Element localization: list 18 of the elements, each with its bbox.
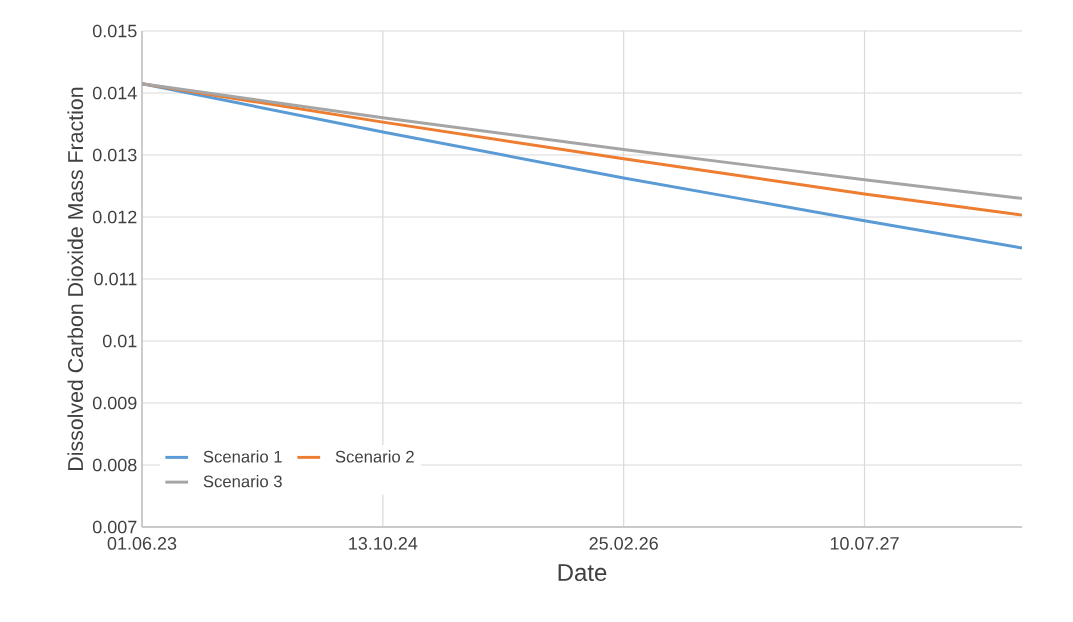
y-tick-label: 0.014 bbox=[92, 86, 137, 100]
y-tick-label: 0.012 bbox=[92, 210, 137, 224]
y-tick-label: 0.013 bbox=[92, 148, 137, 162]
y-tick-label: 0.015 bbox=[92, 24, 137, 38]
y-tick-label: 0.008 bbox=[92, 458, 137, 472]
y-tick-label: 0.007 bbox=[92, 520, 137, 534]
x-tick-label: 13.10.24 bbox=[349, 537, 418, 550]
legend-label: Scenario 1 bbox=[203, 450, 282, 463]
x-tick-label: 10.07.27 bbox=[830, 537, 899, 550]
y-tick-label: 0.011 bbox=[94, 272, 137, 286]
x-axis-title: Date bbox=[558, 564, 607, 582]
x-tick-label: 01.06.23 bbox=[107, 537, 177, 550]
legend-label: Scenario 2 bbox=[335, 450, 414, 463]
y-tick-label: 0.01 bbox=[102, 334, 137, 348]
y-tick-label: 0.009 bbox=[92, 396, 137, 410]
x-tick-label: 25.02.26 bbox=[589, 537, 658, 550]
legend-label: Scenario 3 bbox=[203, 475, 282, 488]
y-axis-title: Dissolved Carbon Dioxide Mass Fraction bbox=[67, 87, 84, 470]
